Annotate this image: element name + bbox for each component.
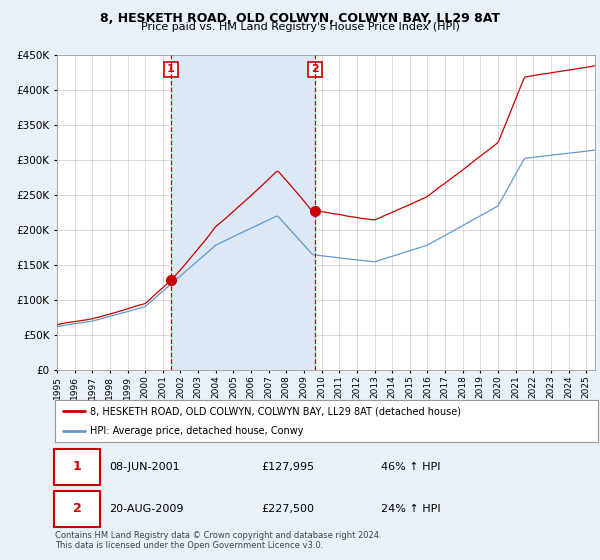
Text: 1: 1 xyxy=(167,64,175,74)
Text: HPI: Average price, detached house, Conwy: HPI: Average price, detached house, Conw… xyxy=(90,426,304,436)
Text: £127,995: £127,995 xyxy=(262,461,314,472)
FancyBboxPatch shape xyxy=(54,491,100,527)
Text: £227,500: £227,500 xyxy=(262,504,314,514)
Text: 20-AUG-2009: 20-AUG-2009 xyxy=(109,504,184,514)
Text: Contains HM Land Registry data © Crown copyright and database right 2024.
This d: Contains HM Land Registry data © Crown c… xyxy=(55,531,382,550)
Text: 2: 2 xyxy=(311,64,319,74)
Text: 2: 2 xyxy=(73,502,82,515)
Text: 1: 1 xyxy=(73,460,82,473)
Text: 8, HESKETH ROAD, OLD COLWYN, COLWYN BAY, LL29 8AT: 8, HESKETH ROAD, OLD COLWYN, COLWYN BAY,… xyxy=(100,12,500,25)
Text: 8, HESKETH ROAD, OLD COLWYN, COLWYN BAY, LL29 8AT (detached house): 8, HESKETH ROAD, OLD COLWYN, COLWYN BAY,… xyxy=(90,407,461,416)
Text: 24% ↑ HPI: 24% ↑ HPI xyxy=(381,504,440,514)
Text: Price paid vs. HM Land Registry's House Price Index (HPI): Price paid vs. HM Land Registry's House … xyxy=(140,22,460,32)
FancyBboxPatch shape xyxy=(54,449,100,484)
Bar xyxy=(171,55,315,370)
Text: 08-JUN-2001: 08-JUN-2001 xyxy=(109,461,180,472)
Text: 46% ↑ HPI: 46% ↑ HPI xyxy=(381,461,440,472)
